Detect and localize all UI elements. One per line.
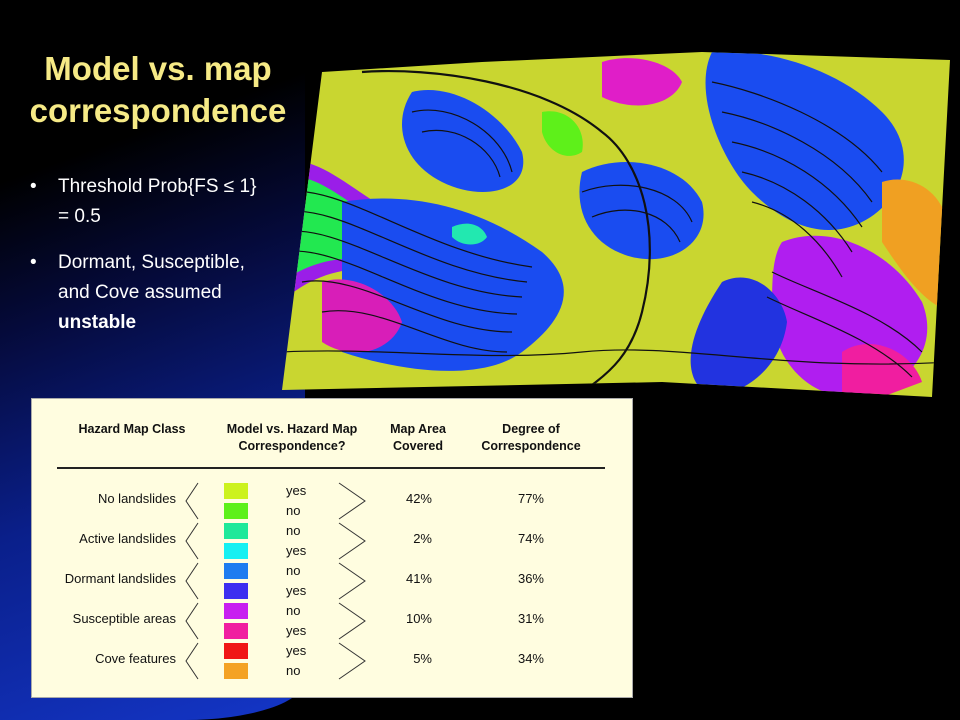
left-bracket-icon bbox=[185, 642, 199, 680]
degree-value: 34% bbox=[517, 651, 544, 666]
degree-value: 77% bbox=[517, 491, 544, 506]
bullet-item: • Threshold Prob{FS ≤ 1} = 0.5 bbox=[30, 172, 270, 232]
color-swatch bbox=[224, 623, 248, 639]
correspondence-label: no bbox=[286, 503, 301, 518]
header-divider bbox=[57, 467, 605, 469]
color-swatch bbox=[224, 523, 248, 539]
map-area-value: 2% bbox=[413, 531, 432, 546]
left-bracket-icon bbox=[185, 482, 199, 520]
degree-value: 74% bbox=[517, 531, 544, 546]
color-swatch bbox=[224, 483, 248, 499]
bullet-dot-icon: • bbox=[30, 252, 37, 273]
header-map-area: Map Area Covered bbox=[390, 422, 446, 453]
map-area-value: 10% bbox=[405, 611, 432, 626]
left-bracket-icon bbox=[185, 522, 199, 560]
slide-title-line-1: Model vs. map bbox=[44, 50, 272, 87]
right-angle-bracket-icon bbox=[338, 562, 366, 600]
correspondence-label: no bbox=[286, 663, 301, 678]
bullet-text: Dormant, Susceptible, and Cove assumed u… bbox=[58, 248, 270, 338]
header-degree: Degree of Correspondence bbox=[481, 422, 581, 453]
correspondence-label: yes bbox=[286, 543, 307, 558]
correspondence-label: no bbox=[286, 603, 301, 618]
color-swatch bbox=[224, 583, 248, 599]
bullet-item: • Dormant, Susceptible, and Cove assumed… bbox=[30, 248, 270, 338]
header-hazard-class: Hazard Map Class bbox=[78, 422, 186, 436]
color-swatch bbox=[224, 543, 248, 559]
slide-title: Model vs. map correspondence bbox=[0, 48, 316, 132]
hazard-class-label: Active landslides bbox=[79, 531, 176, 546]
hazard-class-label: No landslides bbox=[97, 491, 176, 506]
correspondence-label: yes bbox=[286, 583, 307, 598]
right-angle-bracket-icon bbox=[338, 482, 366, 520]
degree-value: 31% bbox=[517, 611, 544, 626]
left-bracket-icon bbox=[185, 562, 199, 600]
map-area-value: 42% bbox=[405, 491, 432, 506]
color-swatch bbox=[224, 503, 248, 519]
map-area-value: 5% bbox=[413, 651, 432, 666]
color-swatch bbox=[224, 663, 248, 679]
correspondence-label: no bbox=[286, 563, 301, 578]
legend-table: Hazard Map Class Model vs. Hazard Map Co… bbox=[31, 398, 633, 698]
hazard-class-label: Dormant landslides bbox=[64, 571, 176, 586]
bullet-dot-icon: • bbox=[30, 176, 37, 197]
right-angle-bracket-icon bbox=[338, 522, 366, 560]
terrain-hazard-map bbox=[282, 52, 950, 397]
correspondence-label: no bbox=[286, 523, 301, 538]
color-swatch bbox=[224, 643, 248, 659]
hazard-class-label: Susceptible areas bbox=[72, 611, 176, 626]
degree-value: 36% bbox=[517, 571, 544, 586]
right-angle-bracket-icon bbox=[338, 642, 366, 680]
bullet-text: Threshold Prob{FS ≤ 1} = 0.5 bbox=[58, 176, 257, 227]
color-swatch bbox=[224, 603, 248, 619]
slide-title-line-2: correspondence bbox=[29, 92, 287, 129]
map-area-value: 41% bbox=[405, 571, 432, 586]
header-correspondence: Model vs. Hazard Map Correspondence? bbox=[226, 422, 358, 453]
bullet-list: • Threshold Prob{FS ≤ 1} = 0.5 • Dormant… bbox=[30, 172, 270, 354]
right-angle-bracket-icon bbox=[338, 602, 366, 640]
hazard-class-label: Cove features bbox=[95, 651, 176, 666]
bullet-text-prefix: Dormant, Susceptible, and Cove assumed bbox=[58, 252, 245, 303]
correspondence-label: yes bbox=[286, 483, 307, 498]
correspondence-label: yes bbox=[286, 643, 307, 658]
left-bracket-icon bbox=[185, 602, 199, 640]
bullet-text-bold: unstable bbox=[58, 312, 137, 333]
color-swatch bbox=[224, 563, 248, 579]
correspondence-label: yes bbox=[286, 623, 307, 638]
